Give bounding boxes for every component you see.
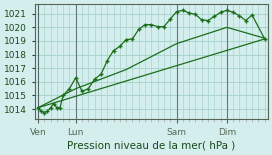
- X-axis label: Pression niveau de la mer( hPa ): Pression niveau de la mer( hPa ): [67, 141, 236, 151]
